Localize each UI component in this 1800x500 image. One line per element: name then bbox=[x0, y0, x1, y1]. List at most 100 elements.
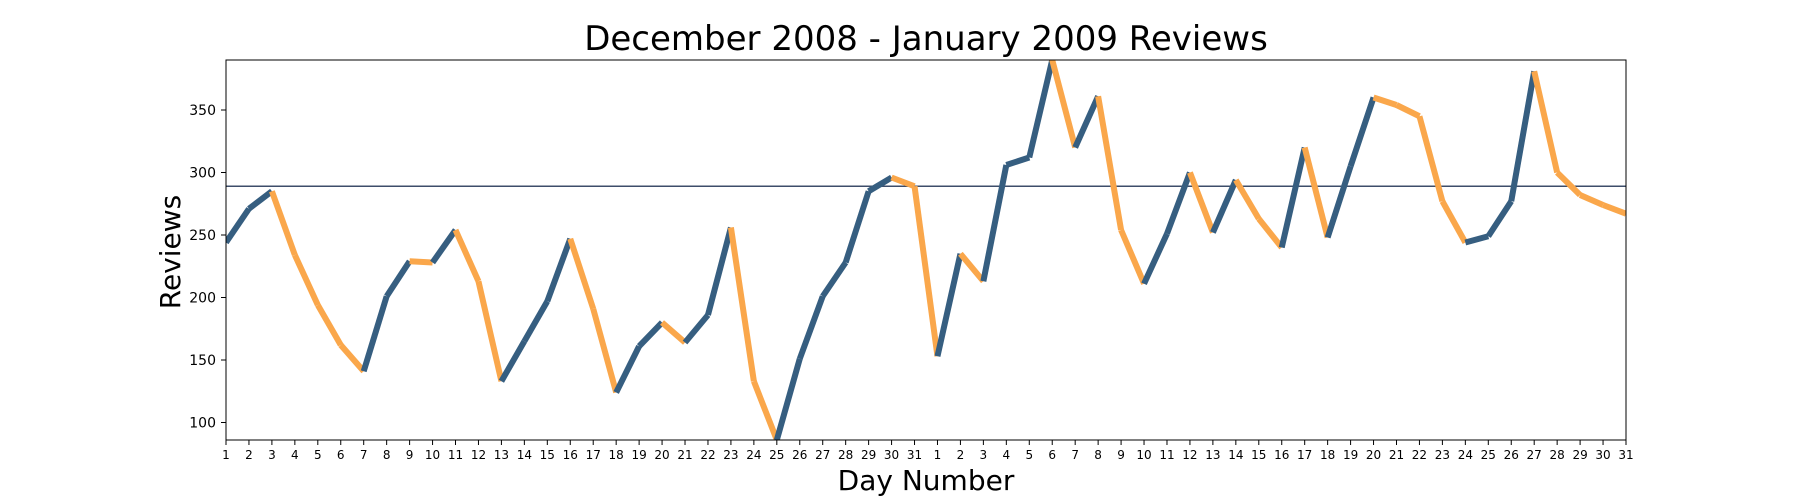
line-segment bbox=[1164, 171, 1193, 235]
x-tick-label: 31 bbox=[1618, 448, 1633, 462]
line-segment bbox=[430, 228, 458, 265]
x-tick-label: 27 bbox=[815, 448, 830, 462]
x-tick-label: 12 bbox=[471, 448, 486, 462]
line-segment bbox=[660, 320, 687, 345]
line-segment bbox=[498, 339, 527, 383]
line-segment bbox=[1049, 60, 1079, 149]
line-segment bbox=[796, 295, 826, 360]
line-segment bbox=[1601, 202, 1626, 217]
line-segment bbox=[409, 258, 433, 266]
x-tick-label: 31 bbox=[907, 448, 922, 462]
x-tick-label: 12 bbox=[1182, 448, 1197, 462]
x-tick-label: 3 bbox=[268, 448, 276, 462]
line-segment bbox=[636, 320, 665, 349]
line-segment bbox=[1233, 178, 1262, 221]
x-tick-label: 7 bbox=[1071, 448, 1079, 462]
line-segment bbox=[1416, 115, 1446, 203]
x-tick-label: 24 bbox=[746, 448, 761, 462]
line-segment bbox=[1095, 95, 1125, 231]
line-segment bbox=[1256, 216, 1285, 250]
x-tick-label: 17 bbox=[1297, 448, 1312, 462]
line-segment bbox=[958, 251, 986, 284]
x-tick-label: 1 bbox=[934, 448, 942, 462]
x-tick-label: 8 bbox=[383, 448, 391, 462]
line-segment bbox=[867, 174, 894, 194]
x-tick-label: 19 bbox=[631, 448, 646, 462]
x-tick-label: 25 bbox=[769, 448, 784, 462]
line-segment bbox=[1347, 96, 1377, 168]
line-segment bbox=[292, 253, 321, 307]
x-tick-label: 8 bbox=[1094, 448, 1102, 462]
line-segment bbox=[338, 343, 366, 374]
x-tick-label: 11 bbox=[1159, 448, 1174, 462]
line-segment bbox=[1485, 199, 1514, 238]
x-tick-label: 13 bbox=[494, 448, 509, 462]
x-tick-label: 23 bbox=[1435, 448, 1450, 462]
x-tick-label: 11 bbox=[448, 448, 463, 462]
y-tick-label: 350 bbox=[189, 103, 216, 119]
x-tick-label: 16 bbox=[1274, 448, 1289, 462]
x-tick-label: 9 bbox=[406, 448, 414, 462]
x-tick-label: 6 bbox=[1048, 448, 1056, 462]
x-tick-label: 9 bbox=[1117, 448, 1125, 462]
x-tick-label: 26 bbox=[792, 448, 807, 462]
x-tick-label: 28 bbox=[1550, 448, 1565, 462]
y-tick-label: 250 bbox=[189, 228, 216, 244]
line-segment bbox=[842, 190, 872, 264]
chart-title: December 2008 - January 2009 Reviews bbox=[584, 19, 1268, 59]
line-segment bbox=[1301, 146, 1331, 239]
y-tick-label: 100 bbox=[189, 416, 216, 432]
x-tick-label: 6 bbox=[337, 448, 345, 462]
x-tick-label: 13 bbox=[1205, 448, 1220, 462]
line-segment bbox=[682, 313, 711, 345]
line-segment bbox=[360, 295, 390, 373]
x-tick-label: 20 bbox=[654, 448, 669, 462]
x-tick-label: 14 bbox=[517, 448, 532, 462]
series-segments bbox=[226, 60, 1626, 440]
x-tick-label: 25 bbox=[1481, 448, 1496, 462]
x-tick-label: 21 bbox=[677, 448, 692, 462]
x-tick-label: 10 bbox=[1136, 448, 1151, 462]
line-segment bbox=[1072, 95, 1101, 149]
x-tick-label: 22 bbox=[1412, 448, 1427, 462]
line-segment bbox=[1508, 70, 1538, 202]
line-segment bbox=[1026, 60, 1056, 159]
y-tick-label: 200 bbox=[189, 291, 216, 307]
line-segment bbox=[1578, 192, 1605, 208]
line-segment bbox=[567, 237, 597, 310]
x-tick-label: 10 bbox=[425, 448, 440, 462]
x-tick-label: 23 bbox=[723, 448, 738, 462]
x-tick-label: 21 bbox=[1389, 448, 1404, 462]
line-segment bbox=[934, 253, 964, 357]
x-tick-label: 4 bbox=[1003, 448, 1011, 462]
line-segment bbox=[911, 185, 941, 357]
line-segment bbox=[890, 174, 916, 190]
x-tick-label: 18 bbox=[1320, 448, 1335, 462]
x-tick-label: 18 bbox=[609, 448, 624, 462]
axes-frame bbox=[225, 59, 1627, 441]
x-tick-label: 30 bbox=[884, 448, 899, 462]
line-segment bbox=[1141, 232, 1170, 286]
line-segment bbox=[544, 237, 574, 303]
line-segment bbox=[384, 259, 413, 298]
x-tick-label: 4 bbox=[291, 448, 299, 462]
line-segment bbox=[1555, 170, 1583, 198]
line-segment bbox=[613, 344, 642, 394]
x-tick-label: 30 bbox=[1595, 448, 1610, 462]
x-tick-label: 15 bbox=[1251, 448, 1266, 462]
line-segment bbox=[269, 190, 298, 257]
x-tick-label: 29 bbox=[1572, 448, 1587, 462]
x-tick-label: 17 bbox=[586, 448, 601, 462]
line-segment bbox=[980, 164, 1010, 282]
x-tick-label: 28 bbox=[838, 448, 853, 462]
x-tick-label: 29 bbox=[861, 448, 876, 462]
x-tick-label: 19 bbox=[1343, 448, 1358, 462]
line-segment bbox=[705, 226, 734, 316]
line-segment bbox=[1210, 178, 1239, 234]
line-segment bbox=[475, 280, 505, 382]
line-segment bbox=[751, 380, 780, 440]
x-tick-label: 1 bbox=[222, 448, 230, 462]
